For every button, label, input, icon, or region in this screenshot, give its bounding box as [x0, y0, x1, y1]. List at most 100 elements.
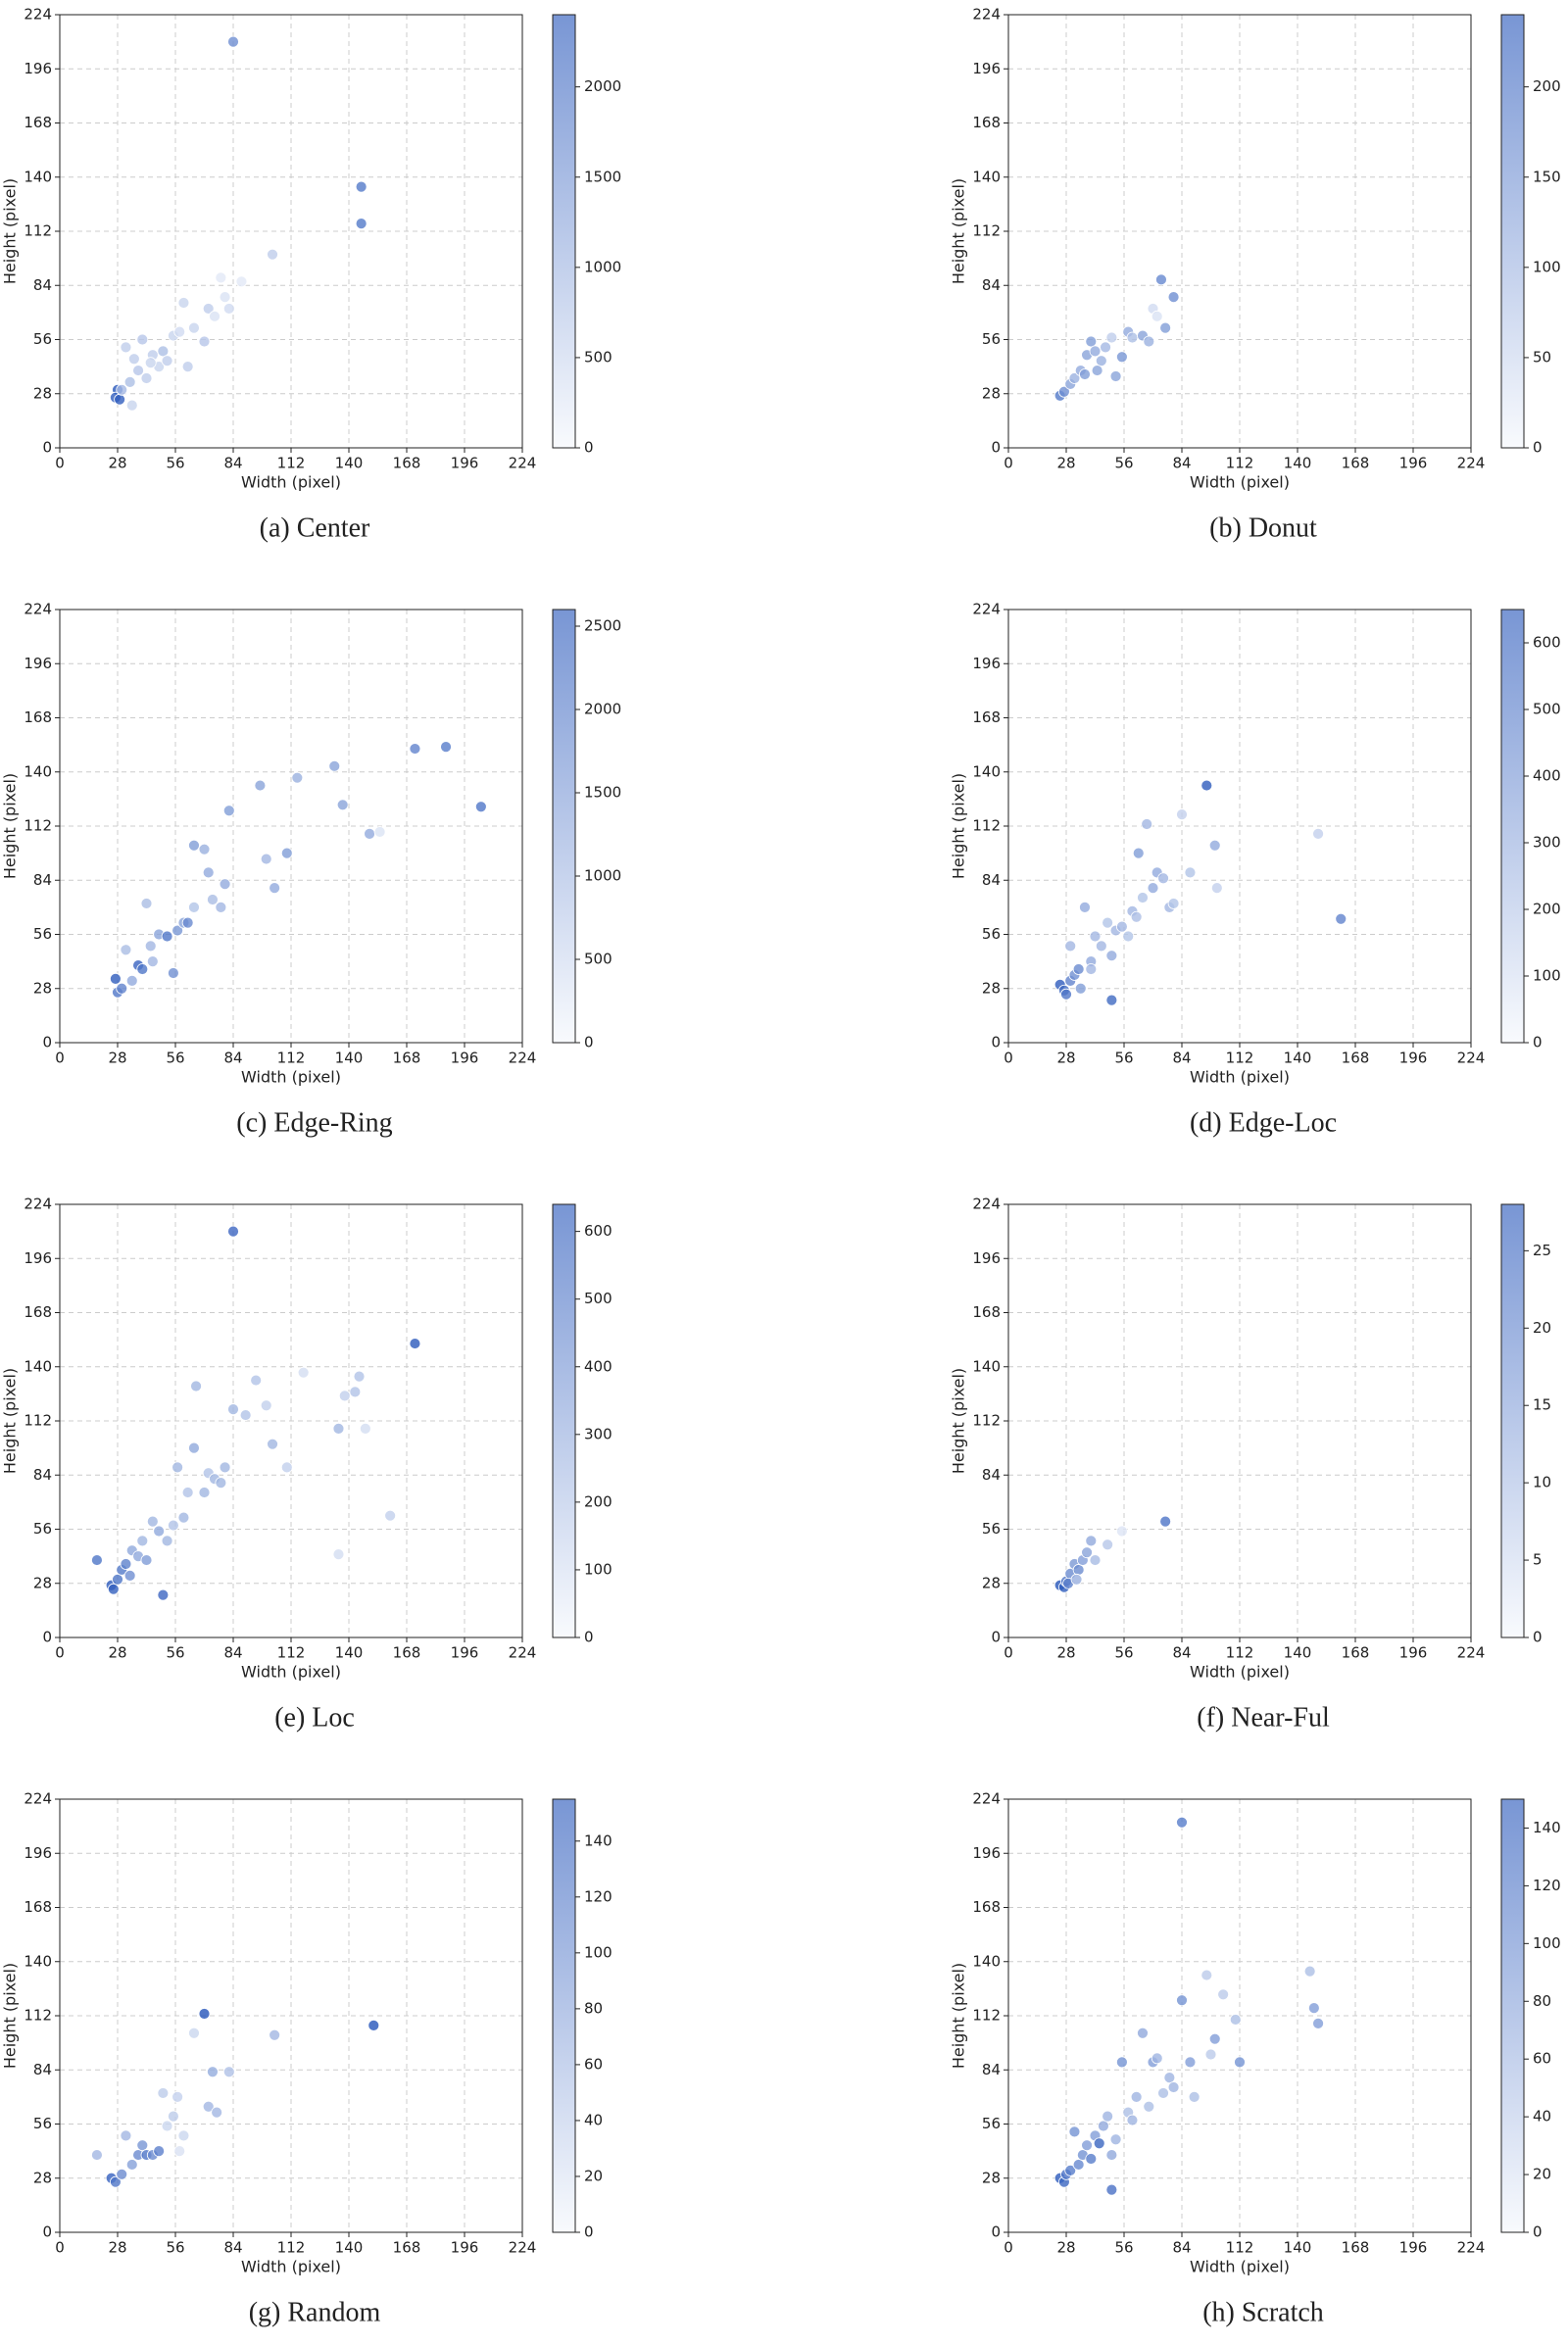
- x-tick-label: 224: [1457, 2239, 1486, 2257]
- y-tick-label: 196: [24, 60, 52, 77]
- colorbar-tick-label: 0: [584, 1034, 594, 1051]
- scatter-point: [127, 353, 140, 366]
- colorbar-tick-label: 200: [1533, 77, 1561, 95]
- y-tick-label: 140: [24, 1952, 52, 1970]
- y-tick-label: 56: [33, 1520, 52, 1538]
- y-tick-label: 56: [982, 2115, 1001, 2132]
- x-tick-label: 0: [1004, 1644, 1013, 1662]
- scatter-point: [181, 1487, 194, 1498]
- scatter-point: [1159, 321, 1172, 334]
- y-tick-label: 84: [33, 2061, 52, 2078]
- colorbar-tick-label: 20: [584, 2167, 603, 2184]
- scatter-point: [1093, 2137, 1105, 2150]
- colorbar: [552, 1203, 576, 1638]
- colorbar-tick-label: 100: [584, 1943, 612, 1961]
- y-axis-label: Height (pixel): [950, 1963, 968, 2069]
- scatter-point: [235, 275, 248, 288]
- y-tick-label: 224: [972, 601, 1001, 618]
- x-tick-label: 28: [1056, 1644, 1075, 1662]
- colorbar: [552, 1798, 576, 2233]
- y-tick-label: 56: [982, 330, 1001, 348]
- scatter-point: [1176, 1994, 1188, 2007]
- scatter-point: [1109, 2133, 1122, 2146]
- scatter-point: [202, 303, 215, 315]
- x-tick-label: 140: [1284, 1050, 1312, 1067]
- scatter-point: [1147, 882, 1159, 895]
- colorbar-tick-label: 50: [1533, 348, 1551, 366]
- scatter-point: [269, 882, 281, 895]
- scatter-point: [161, 1535, 173, 1547]
- scatter-point: [161, 355, 173, 367]
- scatter-point: [355, 218, 368, 230]
- x-tick-label: 140: [1284, 455, 1312, 472]
- colorbar-tick-label: 60: [584, 2055, 603, 2073]
- scatter-point: [167, 1519, 179, 1532]
- x-tick-label: 168: [1342, 455, 1370, 472]
- y-tick-label: 112: [24, 222, 52, 240]
- scatter-point: [1091, 365, 1103, 376]
- x-tick-label: 84: [223, 2239, 242, 2257]
- colorbar-tick-label: 1000: [584, 258, 621, 275]
- colorbar-tick-label: 20: [1533, 2166, 1551, 2183]
- scatter-point: [1085, 963, 1098, 975]
- x-tick-label: 196: [451, 455, 479, 472]
- x-tick-label: 56: [1114, 2239, 1133, 2257]
- scatter-point: [1109, 370, 1122, 382]
- y-tick-label: 224: [24, 601, 52, 618]
- scatter-point: [1307, 2002, 1320, 2015]
- colorbar-tick-label: 0: [1533, 1034, 1543, 1051]
- panel-caption: (d) Edge-Loc: [1190, 1107, 1337, 1138]
- scatter-point: [1234, 2056, 1246, 2069]
- panel-caption: (f) Near-Ful: [1197, 1702, 1330, 1733]
- y-tick-label: 28: [33, 2169, 52, 2186]
- scatter-point: [140, 1554, 153, 1566]
- x-tick-label: 140: [335, 455, 364, 472]
- scatter-point: [227, 1403, 239, 1416]
- colorbar-tick-label: 100: [1533, 1934, 1561, 1952]
- y-tick-label: 224: [24, 1196, 52, 1213]
- panel-caption: (a) Center: [260, 513, 370, 543]
- scatter-point: [219, 1461, 231, 1474]
- colorbar-tick-label: 200: [1533, 901, 1561, 918]
- y-tick-label: 112: [24, 1412, 52, 1430]
- y-axis-label: Height (pixel): [950, 1368, 968, 1474]
- panel: 0 28 56 84 112 140 168 196 224 0 28 56 84 112 140 168 19…: [950, 1196, 1552, 1734]
- scatter-point: [1143, 2100, 1155, 2113]
- x-tick-label: 112: [1226, 455, 1254, 472]
- colorbar-tick-label: 140: [584, 1832, 612, 1849]
- colorbar-tick-label: 2500: [584, 617, 621, 635]
- scatter-point: [1098, 2120, 1109, 2132]
- scatter-point: [125, 974, 138, 987]
- x-tick-label: 112: [1226, 1644, 1254, 1662]
- y-tick-label: 84: [33, 276, 52, 294]
- y-tick-label: 84: [982, 871, 1001, 889]
- colorbar-tick-label: 0: [584, 2223, 594, 2241]
- panel: 0 28 56 84 112 140 168 196 224 0 28 56 84 112 140 168 19…: [950, 601, 1561, 1139]
- scatter-point: [146, 955, 159, 968]
- scatter-point: [222, 2066, 235, 2078]
- scatter-point: [157, 345, 170, 358]
- panel: 0 28 56 84 112 140 168 196 224 0 28 56 84 112 140 168 19…: [950, 1790, 1561, 2328]
- colorbar-tick-label: 500: [584, 951, 612, 968]
- x-tick-label: 28: [1056, 1050, 1075, 1067]
- y-tick-label: 56: [982, 925, 1001, 943]
- x-tick-label: 168: [393, 1644, 421, 1662]
- plot-frame: [1007, 14, 1472, 449]
- scatter-point: [91, 2149, 103, 2161]
- scatter-point: [198, 335, 211, 348]
- x-tick-label: 0: [55, 1644, 65, 1662]
- scatter-point: [1229, 2014, 1242, 2026]
- y-tick-label: 112: [972, 1412, 1001, 1430]
- colorbar-tick-label: 0: [584, 439, 594, 457]
- scatter-point: [1141, 818, 1153, 830]
- scatter-point: [215, 901, 227, 913]
- x-tick-label: 140: [1284, 2239, 1312, 2257]
- x-axis-label: Width (pixel): [1190, 1068, 1290, 1087]
- panel: 0 28 56 84 112 140 168 196 224 0 28 56 84 112 140 168 19…: [1, 1196, 612, 1734]
- x-axis-label: Width (pixel): [1190, 1663, 1290, 1682]
- scatter-point: [291, 771, 304, 784]
- colorbar-tick-label: 150: [1533, 168, 1561, 185]
- scatter-point: [1167, 291, 1180, 303]
- y-tick-label: 112: [972, 222, 1001, 240]
- colorbar-tick-label: 1500: [584, 784, 621, 802]
